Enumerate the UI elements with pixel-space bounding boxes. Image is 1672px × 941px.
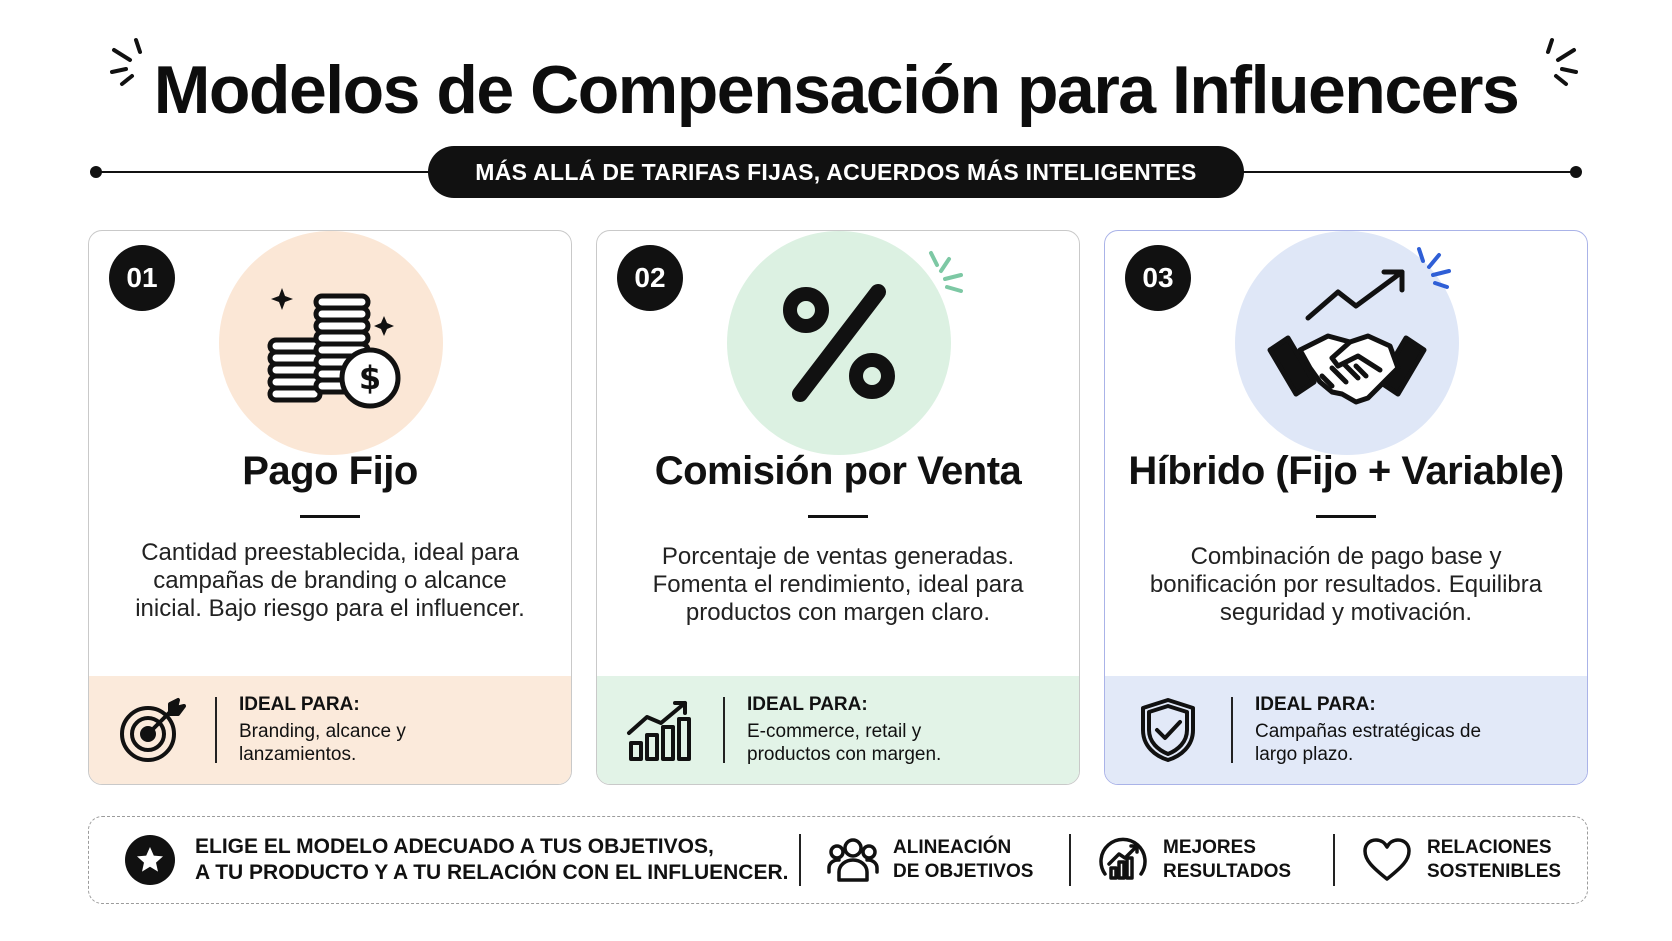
foot-separator	[723, 697, 725, 763]
banner-separator	[1069, 834, 1071, 886]
header: Modelos de Compensación para Influencers	[0, 40, 1672, 140]
ideal-for-label: IDEAL PARA:	[747, 694, 868, 715]
foot-separator	[1231, 697, 1233, 763]
card-description: Cantidad preestablecida, ideal para camp…	[135, 539, 525, 622]
sparkle-accent-icon	[929, 251, 963, 293]
coins-dollar-icon: $	[267, 288, 401, 409]
banner-separator	[1333, 834, 1335, 886]
results-gauge-icon	[1099, 837, 1147, 880]
shield-check-icon	[1141, 698, 1195, 762]
sparkle-accent-icon	[1417, 247, 1451, 289]
ideal-for-value: Branding, alcance y lanzamientos.	[239, 721, 406, 765]
star-icon	[137, 847, 163, 872]
subtitle-pill: MÁS ALLÁ DE TARIFAS FIJAS, ACUERDOS MÁS …	[428, 146, 1244, 198]
ideal-for-value: Campañas estratégicas de largo plazo.	[1255, 721, 1482, 765]
sparkle-left-icon	[110, 38, 142, 86]
card-divider	[300, 515, 360, 518]
banner-item-relationships: RELACIONES SOSTENIBLES	[1359, 832, 1577, 888]
card-icon-circle	[1235, 231, 1459, 455]
page-title: Modelos de Compensación para Influencers	[153, 52, 1520, 128]
handshake-icon	[1267, 269, 1427, 405]
card-description: Combinación de pago base y bonificación …	[1149, 543, 1543, 626]
card-ideal-for: IDEAL PARA: Campañas estratégicas de lar…	[1105, 676, 1587, 784]
card-number-badge: 02	[617, 245, 683, 311]
growth-chart-icon	[627, 701, 691, 761]
heart-icon	[1363, 838, 1411, 881]
percent-icon	[783, 284, 895, 402]
banner-item-label: ALINEACIÓN DE OBJETIVOS	[893, 837, 1034, 882]
card-fixed-payment: 01 $	[88, 230, 572, 785]
card-number-badge: 03	[1125, 245, 1191, 311]
ideal-for-label: IDEAL PARA:	[1255, 694, 1376, 715]
card-hybrid: 03	[1104, 230, 1588, 785]
card-divider	[808, 515, 868, 518]
card-title: Comisión por Venta	[654, 449, 1022, 493]
divider-dot-left	[90, 166, 102, 178]
divider-dot-right	[1570, 166, 1582, 178]
banner-item-label: MEJORES RESULTADOS	[1163, 837, 1292, 882]
bottom-banner: ELIGE EL MODELO ADECUADO A TUS OBJETIVOS…	[88, 816, 1588, 904]
card-number-badge: 01	[109, 245, 175, 311]
ideal-for-label: IDEAL PARA:	[239, 694, 360, 715]
card-title: Híbrido (Fijo + Variable)	[1128, 449, 1564, 493]
card-divider	[1316, 515, 1376, 518]
card-ideal-for: IDEAL PARA: Branding, alcance y lanzamie…	[89, 676, 571, 784]
target-icon	[120, 698, 186, 762]
sparkle-right-icon	[1546, 38, 1578, 86]
banner-item-results: MEJORES RESULTADOS	[1095, 832, 1309, 888]
card-description: Porcentaje de ventas generadas. Fomenta …	[652, 543, 1024, 626]
svg-text:$: $	[359, 359, 381, 397]
banner-message: ELIGE EL MODELO ADECUADO A TUS OBJETIVOS…	[195, 835, 789, 884]
ideal-for-value: E-commerce, retail y productos con marge…	[747, 721, 942, 765]
card-title: Pago Fijo	[242, 449, 418, 493]
card-commission: 02 Comisión por Venta Porcentaje de vent…	[596, 230, 1080, 785]
team-icon	[827, 838, 879, 882]
banner-item-label: RELACIONES SOSTENIBLES	[1427, 837, 1562, 882]
foot-separator	[215, 697, 217, 763]
subtitle-row: MÁS ALLÁ DE TARIFAS FIJAS, ACUERDOS MÁS …	[90, 146, 1582, 198]
card-icon-circle	[727, 231, 951, 455]
banner-item-alignment: ALINEACIÓN DE OBJETIVOS	[825, 832, 1045, 888]
card-icon-circle: $	[219, 231, 443, 455]
banner-separator	[799, 834, 801, 886]
card-ideal-for: IDEAL PARA: E-commerce, retail y product…	[597, 676, 1079, 784]
